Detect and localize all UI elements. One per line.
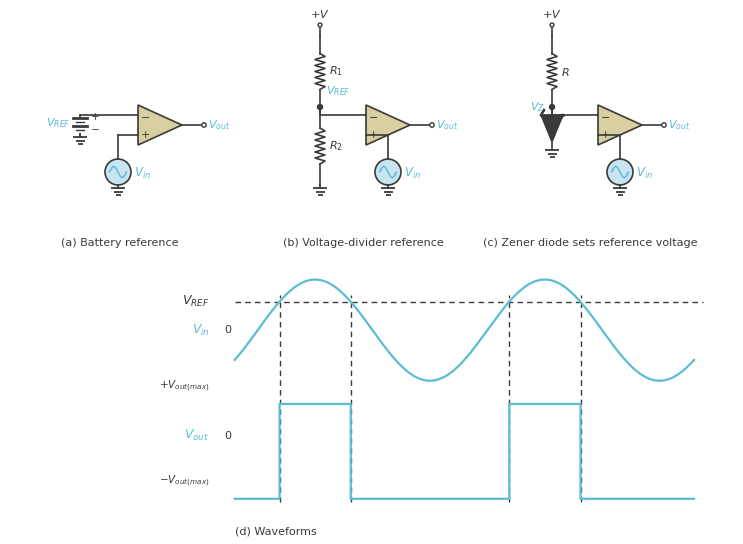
Text: 0: 0 [224, 325, 231, 335]
Circle shape [429, 123, 434, 127]
Circle shape [202, 123, 207, 127]
Text: $-$: $-$ [600, 111, 610, 121]
Text: $R_2$: $R_2$ [329, 139, 343, 153]
Text: (d) Waveforms: (d) Waveforms [235, 527, 317, 537]
Text: $V_{out}$: $V_{out}$ [208, 118, 230, 132]
Text: $-V_{out(max)}$: $-V_{out(max)}$ [159, 473, 210, 489]
Circle shape [317, 104, 322, 109]
Text: $-$: $-$ [368, 111, 378, 121]
Text: 0: 0 [224, 430, 231, 441]
Polygon shape [138, 105, 182, 145]
Polygon shape [366, 105, 410, 145]
Text: $V_{REF}$: $V_{REF}$ [182, 294, 210, 309]
Text: (c) Zener diode sets reference voltage: (c) Zener diode sets reference voltage [483, 238, 697, 248]
Circle shape [607, 159, 633, 185]
Text: $R_1$: $R_1$ [329, 65, 343, 78]
Circle shape [550, 104, 554, 109]
Circle shape [318, 23, 322, 27]
Text: $V_{REF}$: $V_{REF}$ [326, 84, 351, 98]
Text: $V_{in}$: $V_{in}$ [134, 165, 151, 181]
Text: $-$: $-$ [140, 111, 150, 121]
Text: $+$: $+$ [368, 128, 378, 139]
Polygon shape [598, 105, 642, 145]
Polygon shape [541, 115, 563, 142]
Text: (b) Voltage-divider reference: (b) Voltage-divider reference [282, 238, 444, 248]
Text: $V_{in}$: $V_{in}$ [192, 323, 210, 338]
Circle shape [105, 159, 131, 185]
Text: $V_{REF}$: $V_{REF}$ [45, 116, 70, 130]
Text: $V_{out}$: $V_{out}$ [668, 118, 690, 132]
Text: $V_{in}$: $V_{in}$ [636, 165, 653, 181]
Text: (a) Battery reference: (a) Battery reference [61, 238, 179, 248]
Text: $+V$: $+V$ [311, 8, 330, 20]
Text: $+V_{out(max)}$: $+V_{out(max)}$ [159, 379, 210, 394]
Text: $+$: $+$ [600, 128, 610, 139]
Text: $V_{in}$: $V_{in}$ [404, 165, 421, 181]
Text: $V_{out}$: $V_{out}$ [436, 118, 458, 132]
Text: $-$: $-$ [90, 123, 100, 133]
Text: $+$: $+$ [140, 128, 150, 139]
Text: $R$: $R$ [561, 65, 570, 77]
Text: $V_{out}$: $V_{out}$ [184, 428, 210, 443]
Text: $+V$: $+V$ [542, 8, 562, 20]
Text: $V_Z$: $V_Z$ [530, 100, 545, 114]
Circle shape [375, 159, 401, 185]
Circle shape [662, 123, 666, 127]
Circle shape [550, 23, 554, 27]
Text: $+$: $+$ [90, 110, 100, 121]
